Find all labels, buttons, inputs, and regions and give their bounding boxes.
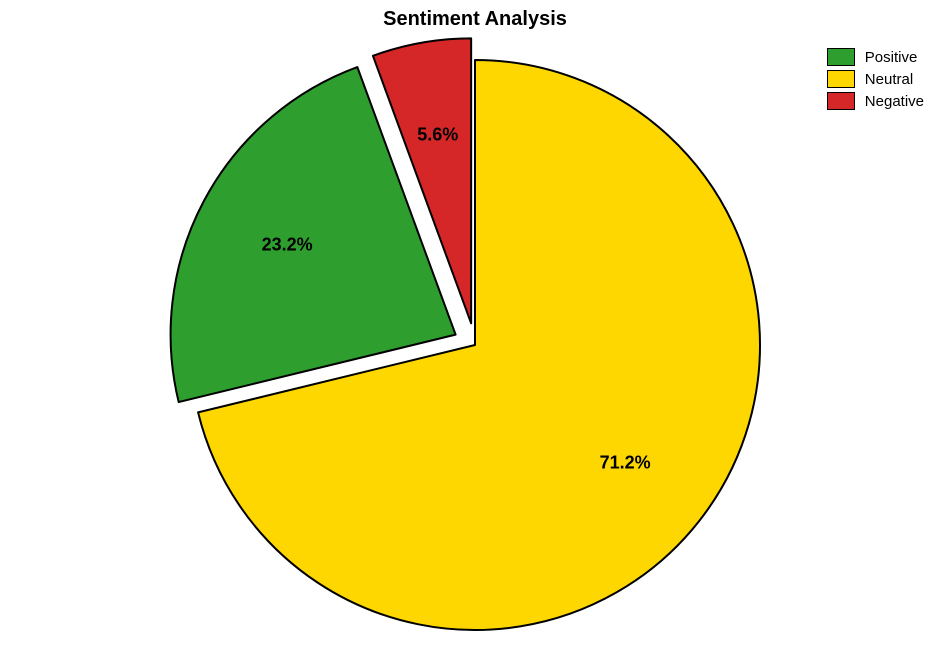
legend-item: Positive	[827, 48, 924, 66]
legend-item: Negative	[827, 92, 924, 110]
chart-container: Sentiment Analysis 71.2%23.2%5.6% Positi…	[0, 0, 950, 662]
pie-chart-svg	[0, 0, 950, 662]
legend-label: Positive	[865, 49, 918, 66]
slice-label: 5.6%	[417, 125, 458, 146]
legend-swatch	[827, 48, 855, 66]
legend-label: Negative	[865, 93, 924, 110]
legend-swatch	[827, 70, 855, 88]
slice-label: 23.2%	[262, 234, 313, 255]
legend-label: Neutral	[865, 71, 913, 88]
legend: Positive Neutral Negative	[827, 48, 924, 114]
legend-swatch	[827, 92, 855, 110]
legend-item: Neutral	[827, 70, 924, 88]
slice-label: 71.2%	[600, 452, 651, 473]
